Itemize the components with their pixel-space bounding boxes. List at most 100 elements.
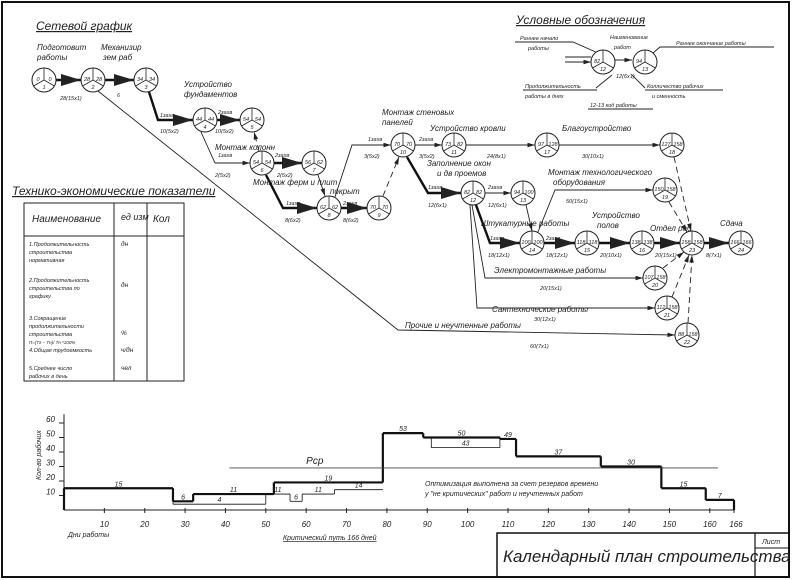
node-early-start: 138 xyxy=(631,240,641,246)
edge-label: 2(5х2) xyxy=(276,173,293,179)
node-code: 10 xyxy=(400,150,407,156)
edge-label: 20(15х1) xyxy=(539,286,562,292)
edge-label: 28(15х1) xyxy=(59,96,82,102)
node-code: 13 xyxy=(642,67,649,73)
original-value-label: 11 xyxy=(315,487,322,494)
node-early-finish: 158 xyxy=(666,187,676,193)
node-code: 11 xyxy=(451,150,457,156)
node-early-finish: 34 xyxy=(149,77,155,83)
edge-label: 12(6х1) xyxy=(488,203,507,209)
node-early-start: 158 xyxy=(681,240,691,246)
activity-label: Монтаж стеновых xyxy=(382,108,455,117)
node-early-finish: 44 xyxy=(208,117,214,123)
y-tick-label: 10 xyxy=(46,488,55,497)
node-early-finish: 100 xyxy=(524,190,534,196)
optimized-value-label: 50 xyxy=(458,431,466,438)
edge-label: 8(7х1) xyxy=(706,253,722,259)
x-tick-label: 110 xyxy=(502,520,515,529)
activity-label: зем раб xyxy=(102,53,133,62)
edge-label: 12(6х1) xyxy=(428,203,447,209)
edge-label: 8(6х2) xyxy=(343,218,359,224)
legend-early-start: Раннее начало xyxy=(520,36,558,42)
optimized-value-label: 15 xyxy=(680,481,688,488)
node-early-start: 82 xyxy=(594,59,600,65)
edge-label: 24(8х1) xyxy=(486,154,506,160)
original-value-label: 43 xyxy=(462,441,470,448)
indicator-unit: дн xyxy=(121,281,129,289)
activity-label: Устройство xyxy=(591,211,641,220)
network-arrow xyxy=(469,204,655,311)
x-tick-label: 50 xyxy=(261,520,270,529)
network-node: 56 627 xyxy=(301,150,327,176)
edge-label: 20(10х1) xyxy=(599,253,622,259)
indicator-name: рабочих в день xyxy=(28,374,68,380)
node-early-start: 100 xyxy=(521,240,531,246)
node-early-finish: 28 xyxy=(95,77,103,83)
node-early-finish: 158 xyxy=(673,142,683,148)
network-node: 88 158 22 xyxy=(674,322,700,348)
edge-label: 1захв xyxy=(160,113,174,119)
activity-label: Штукатурные работы xyxy=(481,219,569,228)
optimized-value-label: 30 xyxy=(627,460,635,467)
node-code: 24 xyxy=(737,248,744,254)
network-node: 97 128 17 xyxy=(534,132,560,158)
x-tick-label: 10 xyxy=(100,520,109,529)
node-early-start: 54 xyxy=(243,117,249,123)
node-code: 6 xyxy=(260,168,264,174)
network-arrow xyxy=(525,204,533,232)
edge-label: 8(6х2) xyxy=(285,218,301,224)
indicator-name: графику xyxy=(29,294,52,300)
node-code: 8 xyxy=(327,213,331,219)
indicator-name: строительства xyxy=(29,332,72,338)
legend-code: 12-13 код работы xyxy=(590,103,637,109)
node-code: 12 xyxy=(600,67,606,73)
indicator-unit: ч/дн xyxy=(121,346,134,354)
activity-label: Отдел раб xyxy=(650,224,692,233)
network-heading: Сетевой график xyxy=(36,19,134,33)
optimized-value-label: 53 xyxy=(399,426,407,433)
x-tick-label: 70 xyxy=(342,520,351,529)
table-header-unit: ед изм xyxy=(121,212,149,222)
node-early-finish: 82 xyxy=(457,142,463,148)
network-arrow xyxy=(405,156,461,199)
node-code: 20 xyxy=(651,283,659,289)
edge-label: 2захв xyxy=(274,153,289,159)
activity-label: Сдача xyxy=(720,219,743,228)
y-axis-label: Кол-во рабочих xyxy=(35,430,43,480)
edge-label: 18(12х1) xyxy=(546,253,568,259)
activity-label: Сантехнические работы xyxy=(492,305,588,314)
node-early-start: 97 xyxy=(538,142,545,148)
edge-label: 20(15х1) xyxy=(654,253,677,259)
network-arrow xyxy=(662,251,685,269)
node-early-start: 28 xyxy=(83,77,91,83)
x-tick-label: 140 xyxy=(622,520,636,529)
network-edges xyxy=(56,74,729,338)
node-early-finish: 158 xyxy=(693,240,703,246)
node-early-start: 70 xyxy=(370,205,377,211)
node-early-start: 62 xyxy=(320,205,326,211)
y-tick-label: 40 xyxy=(46,444,55,453)
node-code: 15 xyxy=(584,248,591,254)
network-node: 94 100 13 xyxy=(510,180,536,206)
edge-label: 2(5х2) xyxy=(214,173,231,179)
network-arrow xyxy=(382,156,400,197)
activity-label: фундаментов xyxy=(184,90,237,99)
node-early-finish: 158 xyxy=(688,332,698,338)
network-node: 166 166 24 xyxy=(728,230,754,256)
node-early-start: 54 xyxy=(253,160,259,166)
workers-histogram: 10 20 30 40 50 60 70 80 90 100 110 120 130 140 150 160 1… xyxy=(35,414,743,542)
network-arrow xyxy=(671,254,690,298)
indicator-name: строительства xyxy=(29,250,72,256)
legend-duration: Продолжительность xyxy=(525,84,581,90)
node-early-finish: 138 xyxy=(643,240,653,246)
network-node: 34 343 xyxy=(133,67,159,93)
network-node: 107 158 20 xyxy=(642,265,668,291)
edge-label: 30(10х1) xyxy=(582,154,604,160)
x-axis-label: Дни работы xyxy=(67,531,110,539)
edge-label: 1захв xyxy=(368,137,382,143)
node-early-finish: 82 xyxy=(476,190,482,196)
network-node: 44 444 xyxy=(192,107,218,133)
